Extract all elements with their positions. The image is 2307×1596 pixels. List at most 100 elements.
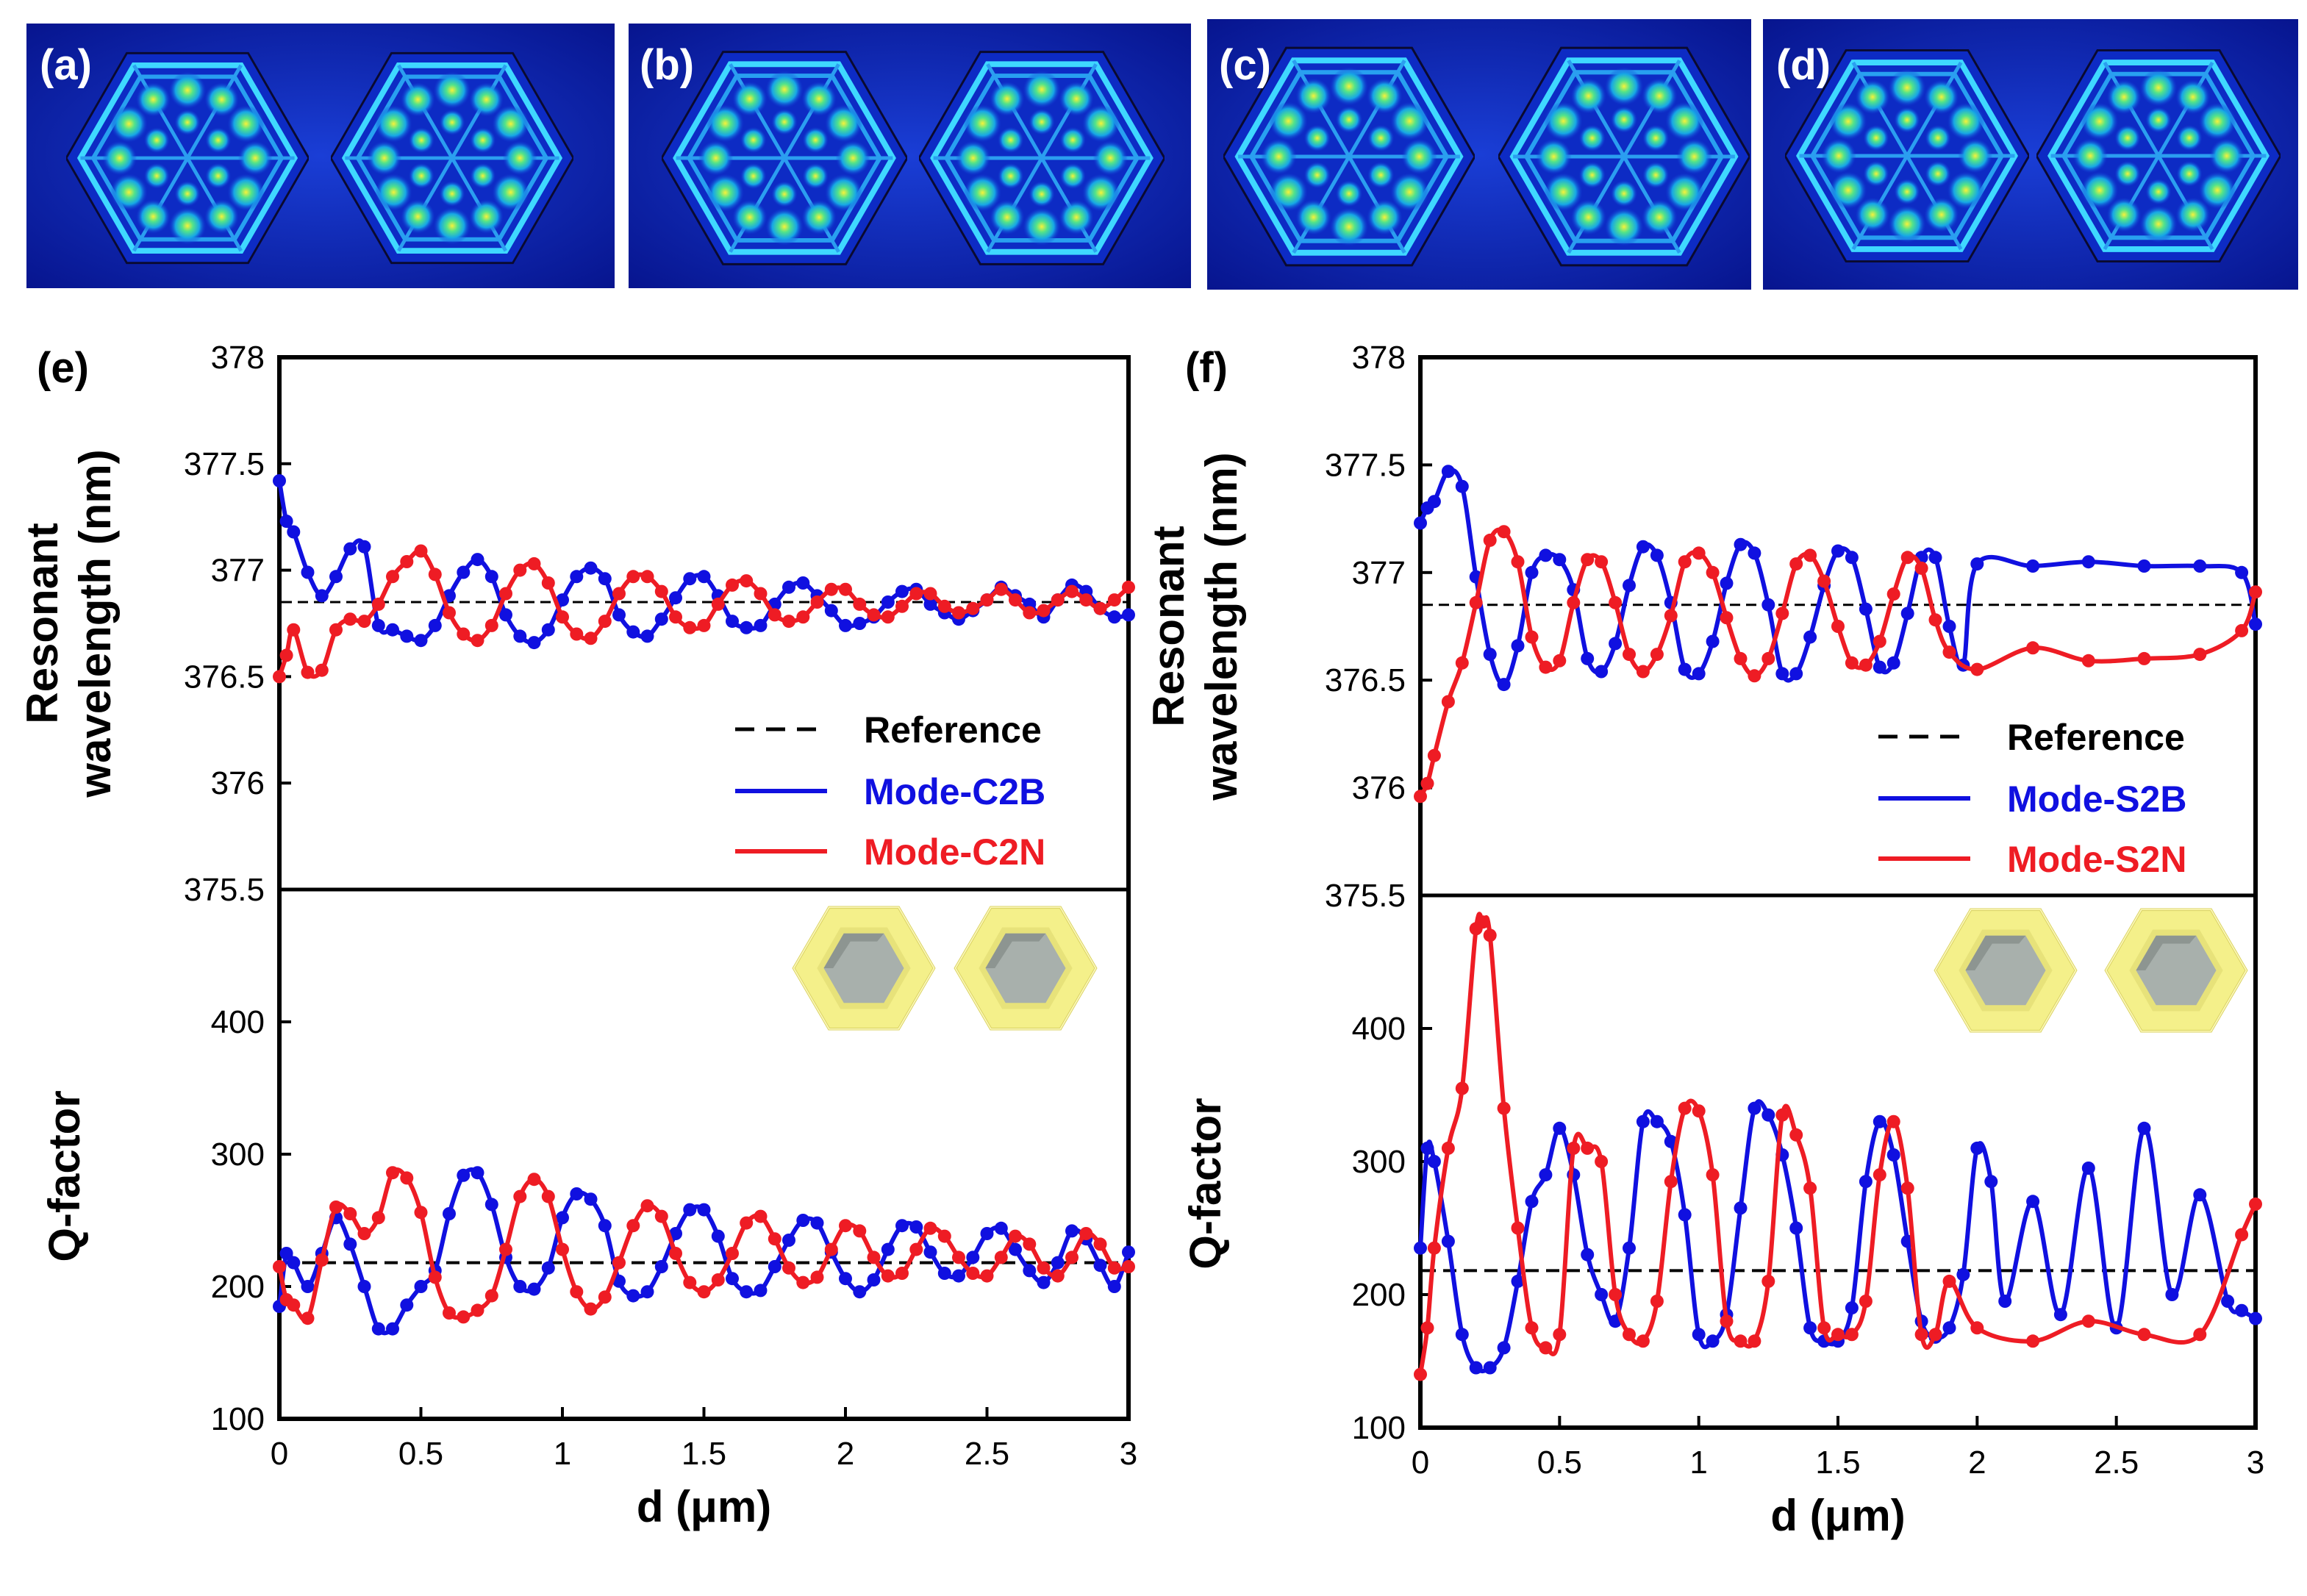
data-point — [937, 1229, 951, 1243]
data-point — [1859, 658, 1873, 672]
data-point — [1831, 1328, 1845, 1342]
data-point — [1093, 1259, 1107, 1273]
data-point — [1455, 1081, 1469, 1095]
panel-label: (e) — [37, 344, 89, 392]
data-point — [2137, 1328, 2151, 1342]
data-point — [626, 570, 640, 584]
y-tick-label: 400 — [1352, 1011, 1406, 1047]
data-point — [1511, 639, 1525, 653]
data-point — [1483, 533, 1497, 547]
data-point — [1553, 1121, 1567, 1135]
data-point — [471, 1303, 484, 1317]
data-point — [2235, 1228, 2249, 1242]
data-point — [923, 1245, 937, 1259]
data-point — [881, 1242, 895, 1256]
data-point — [357, 540, 371, 554]
data-point — [2081, 1162, 2095, 1175]
data-point — [386, 1166, 399, 1180]
data-point — [400, 555, 414, 568]
data-point — [740, 1216, 754, 1230]
data-point — [810, 1270, 824, 1284]
data-point — [386, 570, 399, 584]
data-point — [1803, 1181, 1817, 1195]
data-point — [315, 663, 329, 677]
x-axis-label: d (μm) — [1770, 1491, 1905, 1540]
data-point — [810, 595, 824, 609]
data-point — [1553, 1328, 1567, 1342]
data-point — [1984, 1175, 1998, 1189]
data-point — [279, 648, 293, 662]
data-point — [414, 544, 428, 558]
data-point — [428, 1270, 442, 1284]
data-point — [471, 634, 484, 648]
data-point — [1623, 648, 1636, 662]
data-point — [1942, 1321, 1956, 1335]
data-point — [513, 563, 527, 577]
data-point — [1427, 1155, 1441, 1168]
series-line-Mode-S2B — [1418, 1099, 2257, 1374]
data-point — [796, 576, 810, 590]
x-tick-label: 0.5 — [1537, 1445, 1582, 1481]
data-point — [499, 587, 512, 601]
data-point — [683, 1275, 697, 1289]
data-point — [1609, 637, 1623, 651]
data-point — [1414, 516, 1427, 530]
data-point — [1107, 1280, 1121, 1293]
data-point — [1886, 587, 1900, 601]
data-point — [1525, 565, 1539, 579]
field-panel-b: (b) — [629, 24, 1191, 288]
data-point — [1441, 695, 1455, 709]
data-point — [2235, 565, 2249, 579]
data-point — [1037, 1261, 1051, 1275]
data-point — [1845, 1301, 1859, 1315]
data-point — [1734, 1201, 1748, 1215]
data-point — [1761, 598, 1775, 612]
data-point — [2249, 585, 2262, 599]
data-point — [1497, 525, 1511, 539]
data-point — [754, 1209, 768, 1223]
data-point — [2026, 641, 2040, 655]
data-point — [2221, 1295, 2235, 1308]
data-point — [1678, 555, 1692, 569]
data-point — [1886, 656, 1900, 670]
data-point — [1900, 606, 1914, 620]
data-point — [726, 1272, 739, 1286]
data-point — [1734, 651, 1748, 665]
y-tick-label: 377.5 — [184, 446, 265, 482]
data-point — [1427, 748, 1441, 762]
y-tick-label: 100 — [1352, 1410, 1406, 1446]
data-point — [2235, 1303, 2249, 1317]
data-point — [612, 1256, 626, 1270]
data-point — [357, 1280, 371, 1293]
data-point — [598, 1219, 612, 1233]
x-tick-label: 0 — [1412, 1445, 1429, 1481]
data-point — [839, 1219, 852, 1233]
data-point — [952, 1250, 965, 1264]
data-point — [2249, 1197, 2262, 1211]
legend-label: Mode-C2N — [864, 831, 1045, 873]
data-point — [1009, 1242, 1022, 1256]
data-point — [937, 599, 951, 613]
data-point — [952, 606, 965, 620]
x-tick-label: 2 — [1968, 1445, 1986, 1481]
plot-frame — [1418, 355, 2258, 1430]
data-point — [471, 553, 484, 567]
data-point — [782, 580, 795, 594]
data-point — [952, 1269, 965, 1283]
data-point — [343, 1207, 357, 1220]
data-point — [867, 1273, 881, 1287]
data-point — [570, 570, 584, 584]
data-point — [1692, 667, 1706, 681]
y-tick-label: 375.5 — [1325, 878, 1406, 914]
data-point — [1970, 662, 1984, 676]
data-point — [923, 1221, 937, 1235]
data-point — [881, 1269, 895, 1283]
data-point — [357, 1227, 371, 1240]
data-point — [669, 610, 682, 624]
field-panel-d: (d) — [1763, 19, 2298, 290]
data-point — [1079, 593, 1093, 607]
data-point — [740, 1285, 754, 1299]
x-tick-label: 1.5 — [1815, 1445, 1860, 1481]
data-point — [1831, 544, 1845, 558]
data-point — [1539, 1168, 1553, 1182]
